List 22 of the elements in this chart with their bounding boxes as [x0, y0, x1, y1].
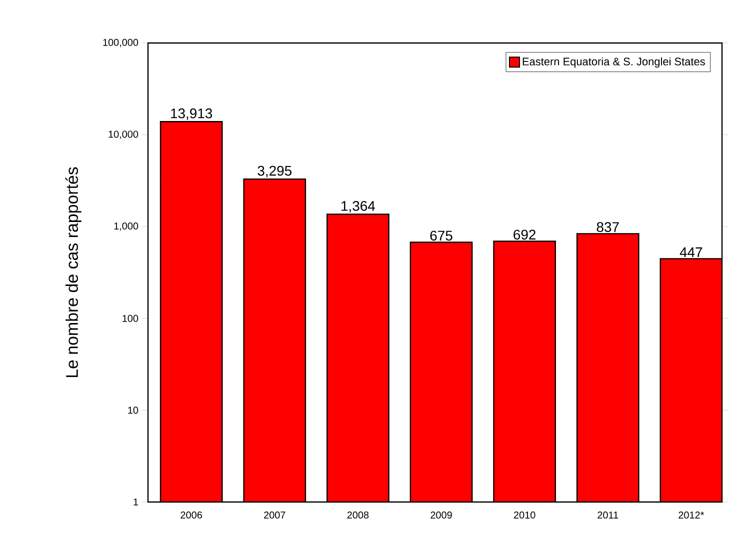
data-label: 447 — [680, 247, 702, 258]
x-tick-label: 2010 — [514, 511, 536, 519]
x-tick-label: 2008 — [347, 511, 369, 519]
x-tick-label: 2006 — [180, 511, 202, 519]
legend-label: Eastern Equatoria & S. Jonglei States — [522, 57, 705, 68]
data-label: 3,295 — [258, 166, 292, 178]
data-label: 13,913 — [171, 108, 212, 120]
y-tick-label: 100 — [122, 314, 138, 322]
data-label: 692 — [514, 230, 536, 240]
y-tick-label: 10 — [128, 406, 138, 414]
y-axis-title: Le nombre de cas rapportés — [65, 167, 82, 378]
data-label: 837 — [596, 222, 619, 232]
y-tick-label: 1,000 — [114, 222, 138, 231]
x-tick-label: 2011 — [598, 511, 618, 519]
data-label: 1,364 — [342, 201, 375, 213]
data-label: 675 — [430, 230, 452, 241]
y-tick-label: 1 — [134, 498, 138, 506]
y-tick-label: 100,000 — [103, 38, 138, 48]
y-tick-label: 10,000 — [108, 130, 138, 139]
x-tick-label: 2007 — [264, 511, 286, 519]
x-tick-label: 2009 — [430, 511, 452, 519]
x-tick-label: 2012* — [678, 511, 704, 519]
